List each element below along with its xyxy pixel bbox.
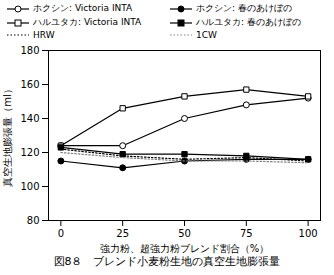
svg-text:80: 80	[27, 215, 40, 226]
html-text:ハルユタカ: Victoria INTA: ハルユタカ: Victoria INTA	[33, 17, 142, 27]
html-text:ホクシン: 春のあけぼの: ホクシン: 春のあけぼの	[196, 3, 292, 13]
svg-text:0: 0	[58, 228, 64, 239]
html-text:図8８ ブレンド小麦粉生地の真空生地膨張量: 図8８ ブレンド小麦粉生地の真空生地膨張量	[53, 255, 281, 268]
html-text:1CW: 1CW	[196, 30, 217, 40]
svg-text:真空生地膨張量（ml）: 真空生地膨張量（ml）	[2, 84, 13, 187]
html-text:ハルユタカ: 春のあけぼの: ハルユタカ: 春のあけぼの	[196, 17, 301, 27]
svg-text:25: 25	[116, 228, 129, 239]
svg-text:強力粉、超強力粉ブレンド割合（%）: 強力粉、超強力粉ブレンド割合（%）	[100, 243, 270, 254]
svg-text:50: 50	[178, 228, 191, 239]
svg-text:100: 100	[299, 228, 318, 239]
svg-text:75: 75	[240, 228, 253, 239]
html-text:ホクシン: Victoria INTA: ホクシン: Victoria INTA	[33, 3, 133, 13]
html-text:HRW: HRW	[33, 30, 55, 40]
svg-text:160: 160	[20, 79, 39, 90]
svg-text:100: 100	[20, 181, 39, 192]
svg-text:140: 140	[20, 113, 39, 124]
svg-text:120: 120	[20, 147, 39, 158]
svg-text:180: 180	[20, 45, 39, 56]
